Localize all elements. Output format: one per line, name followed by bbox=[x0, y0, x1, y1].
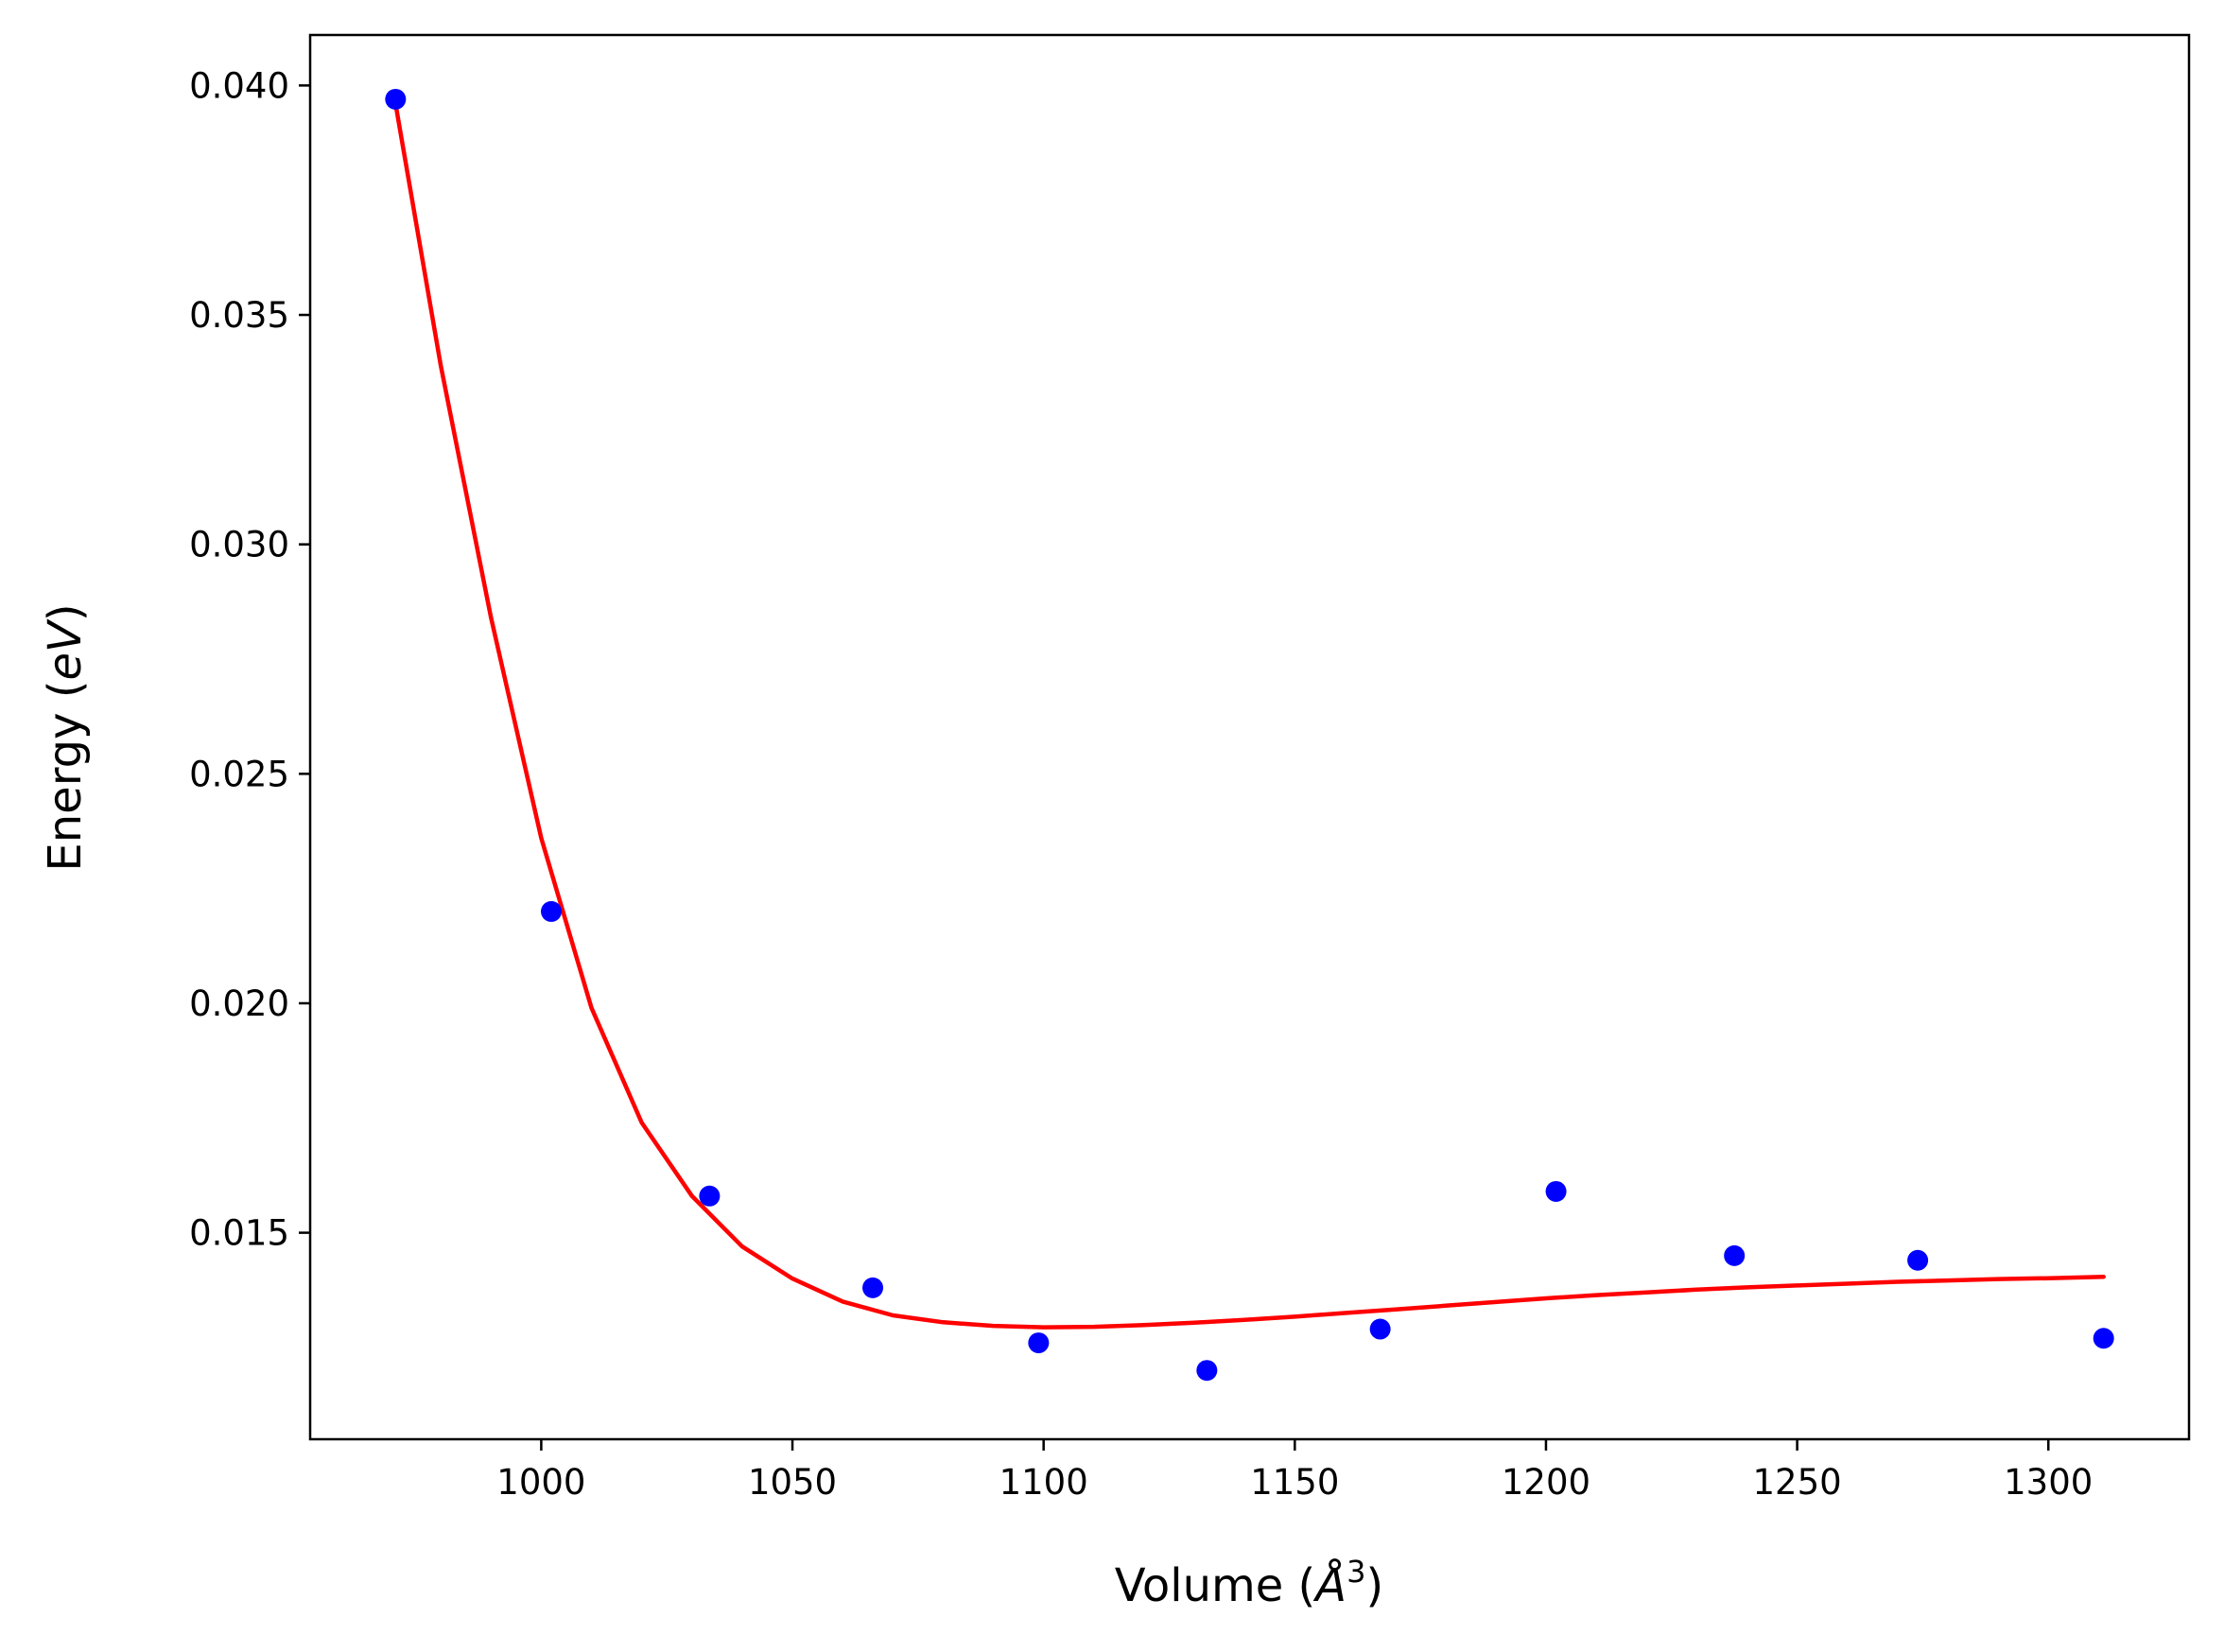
x-tick-label: 1150 bbox=[1250, 1462, 1339, 1503]
data-point bbox=[1545, 1180, 1567, 1202]
plot-area bbox=[385, 88, 2114, 1382]
x-tick-label: 1300 bbox=[2004, 1462, 2093, 1503]
x-tick-label: 1200 bbox=[1502, 1462, 1590, 1503]
axes-frame bbox=[308, 33, 2191, 1441]
data-point bbox=[699, 1185, 721, 1207]
y-axis-title: Energy (eV) bbox=[39, 603, 92, 871]
axis-ticks: 1000 1050 1100 1150 1200 1250 1300 0.015 0.020 0.… bbox=[189, 65, 2093, 1503]
x-axis-title: Volume (Å3) bbox=[1115, 1554, 1383, 1612]
x-tick-label: 1250 bbox=[1753, 1462, 1842, 1503]
x-tick-label: 1000 bbox=[496, 1462, 585, 1503]
y-tick-label: 0.030 bbox=[189, 525, 289, 565]
data-point bbox=[1724, 1244, 1746, 1266]
data-point bbox=[385, 88, 407, 110]
y-axis-title-unit: eV bbox=[39, 618, 92, 681]
data-point bbox=[541, 900, 563, 922]
y-tick-label: 0.040 bbox=[189, 65, 289, 106]
data-point bbox=[1369, 1318, 1391, 1340]
fit-curve-line bbox=[393, 101, 2106, 1330]
y-tick-label: 0.035 bbox=[189, 295, 289, 336]
data-point bbox=[1028, 1332, 1050, 1354]
data-point bbox=[2093, 1328, 2114, 1349]
y-tick-label: 0.025 bbox=[189, 754, 289, 794]
y-tick-label: 0.020 bbox=[189, 983, 289, 1024]
x-axis-title-symbol: Å bbox=[1312, 1558, 1347, 1612]
data-point bbox=[1196, 1360, 1218, 1382]
x-tick-label: 1050 bbox=[748, 1462, 837, 1503]
x-axis-title-exponent: 3 bbox=[1347, 1554, 1365, 1590]
y-tick-label: 0.015 bbox=[189, 1213, 289, 1254]
data-point bbox=[862, 1277, 884, 1298]
data-point bbox=[1907, 1249, 1929, 1271]
x-tick-label: 1100 bbox=[999, 1462, 1088, 1503]
